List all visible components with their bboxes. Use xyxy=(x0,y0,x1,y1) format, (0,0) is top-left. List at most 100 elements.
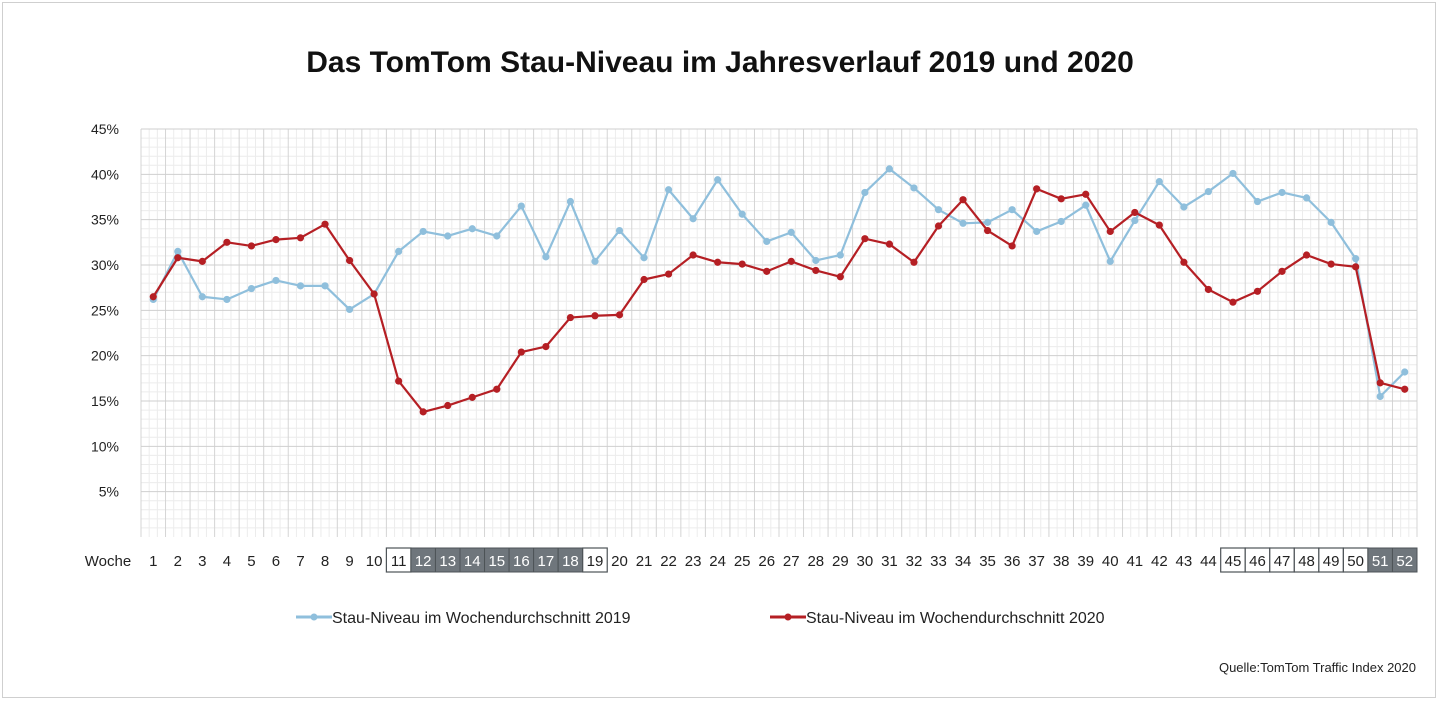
data-point[interactable] xyxy=(861,188,869,197)
data-point[interactable] xyxy=(296,282,305,290)
data-point[interactable] xyxy=(787,257,795,265)
data-point[interactable] xyxy=(1057,217,1065,226)
data-point[interactable] xyxy=(885,165,894,173)
data-point[interactable] xyxy=(1204,285,1213,294)
data-point[interactable] xyxy=(1327,260,1335,268)
data-point[interactable] xyxy=(1302,194,1311,202)
data-point[interactable] xyxy=(591,312,599,320)
data-point[interactable] xyxy=(836,273,844,281)
data-point[interactable] xyxy=(1229,169,1237,178)
data-point[interactable] xyxy=(738,210,746,218)
data-point[interactable] xyxy=(517,348,525,356)
data-point[interactable] xyxy=(714,258,722,266)
data-point[interactable] xyxy=(861,235,869,243)
data-point[interactable] xyxy=(910,184,918,192)
data-point[interactable] xyxy=(640,254,648,262)
data-point[interactable] xyxy=(419,408,427,416)
data-point[interactable] xyxy=(1106,227,1114,236)
data-point[interactable] xyxy=(664,270,673,278)
data-point[interactable] xyxy=(395,377,403,385)
data-point[interactable] xyxy=(149,293,157,301)
data-point[interactable] xyxy=(542,253,550,261)
data-point[interactable] xyxy=(1401,385,1409,393)
data-point[interactable] xyxy=(468,225,476,233)
data-point[interactable] xyxy=(885,240,894,248)
data-point[interactable] xyxy=(223,295,231,304)
data-point[interactable] xyxy=(272,236,280,244)
data-point[interactable] xyxy=(247,284,256,293)
data-point[interactable] xyxy=(1278,188,1286,197)
data-point[interactable] xyxy=(763,267,771,275)
data-point[interactable] xyxy=(174,247,182,255)
data-point[interactable] xyxy=(934,222,943,230)
data-point[interactable] xyxy=(198,257,206,265)
data-point[interactable] xyxy=(1253,197,1262,206)
data-point[interactable] xyxy=(419,227,427,236)
data-point[interactable] xyxy=(517,202,525,210)
data-point[interactable] xyxy=(1376,379,1384,387)
data-point[interactable] xyxy=(1033,185,1041,193)
data-point[interactable] xyxy=(959,196,967,204)
data-point[interactable] xyxy=(321,282,329,290)
data-point[interactable] xyxy=(1082,190,1090,198)
data-point[interactable] xyxy=(615,226,624,235)
data-point[interactable] xyxy=(812,256,820,265)
data-point[interactable] xyxy=(444,232,452,240)
data-point[interactable] xyxy=(321,220,329,228)
data-point[interactable] xyxy=(714,176,722,184)
data-point[interactable] xyxy=(1327,218,1335,226)
legend-item-2020[interactable]: Stau-Niveau im Wochendurchschnitt 2020 xyxy=(770,610,1105,627)
data-point[interactable] xyxy=(395,247,403,255)
data-point[interactable] xyxy=(640,275,648,284)
data-point[interactable] xyxy=(1253,287,1262,295)
data-point[interactable] xyxy=(836,251,844,259)
data-point[interactable] xyxy=(542,343,550,351)
data-point[interactable] xyxy=(1106,257,1114,265)
data-point[interactable] xyxy=(1229,298,1237,306)
data-point[interactable] xyxy=(983,218,992,226)
data-point[interactable] xyxy=(1155,221,1163,229)
data-point[interactable] xyxy=(345,256,354,265)
data-point[interactable] xyxy=(787,228,795,236)
data-point[interactable] xyxy=(664,186,673,194)
data-point[interactable] xyxy=(1278,267,1286,275)
data-point[interactable] xyxy=(493,232,501,240)
data-point[interactable] xyxy=(444,401,452,410)
data-point[interactable] xyxy=(1352,255,1360,263)
data-point[interactable] xyxy=(983,226,992,235)
data-point[interactable] xyxy=(1008,242,1016,250)
data-point[interactable] xyxy=(1057,195,1065,203)
data-point[interactable] xyxy=(566,313,575,322)
data-point[interactable] xyxy=(910,258,918,266)
data-point[interactable] xyxy=(296,234,305,242)
data-point[interactable] xyxy=(566,197,575,206)
data-point[interactable] xyxy=(689,251,697,259)
data-point[interactable] xyxy=(1180,258,1188,266)
data-point[interactable] xyxy=(1376,392,1384,401)
data-point[interactable] xyxy=(934,206,943,214)
data-point[interactable] xyxy=(345,305,354,314)
data-point[interactable] xyxy=(272,276,280,285)
data-point[interactable] xyxy=(1204,187,1213,196)
data-point[interactable] xyxy=(812,266,820,275)
legend-item-2019[interactable]: Stau-Niveau im Wochendurchschnitt 2019 xyxy=(296,610,631,627)
data-point[interactable] xyxy=(1155,177,1163,186)
data-point[interactable] xyxy=(1401,368,1409,376)
data-point[interactable] xyxy=(247,242,256,250)
data-point[interactable] xyxy=(1302,251,1311,259)
data-point[interactable] xyxy=(370,290,378,298)
data-point[interactable] xyxy=(1180,203,1188,211)
data-point[interactable] xyxy=(1352,263,1360,271)
data-point[interactable] xyxy=(198,293,206,301)
data-point[interactable] xyxy=(738,260,746,268)
data-point[interactable] xyxy=(1131,208,1139,217)
data-point[interactable] xyxy=(615,311,624,319)
data-point[interactable] xyxy=(591,257,599,265)
data-point[interactable] xyxy=(223,238,231,246)
data-point[interactable] xyxy=(763,237,771,246)
data-point[interactable] xyxy=(689,215,697,223)
data-point[interactable] xyxy=(174,254,182,262)
data-point[interactable] xyxy=(493,385,501,393)
data-point[interactable] xyxy=(959,219,967,227)
data-point[interactable] xyxy=(1131,216,1139,225)
